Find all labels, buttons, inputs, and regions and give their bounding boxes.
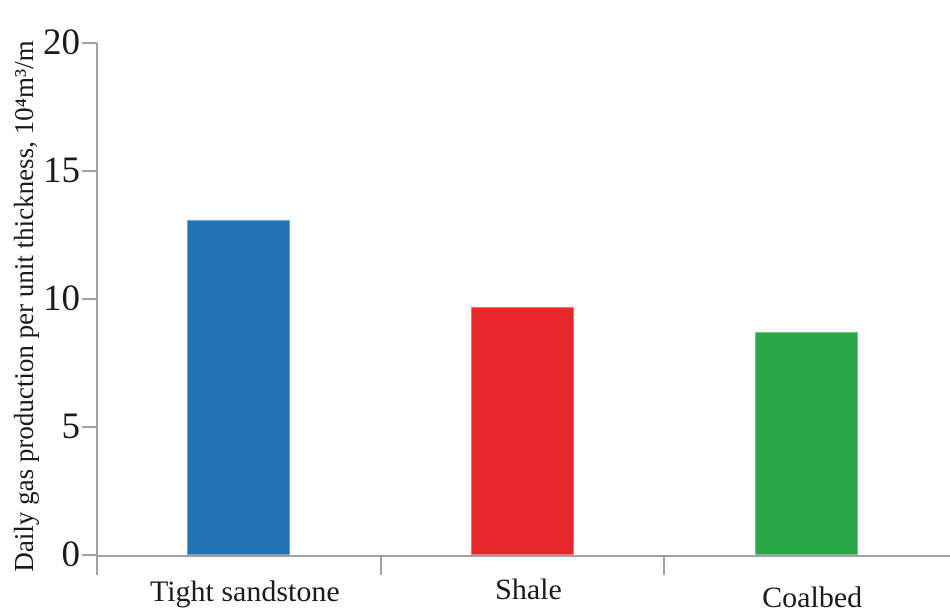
x-tick-mark	[379, 557, 382, 575]
bar-tight-sandstone	[187, 219, 291, 555]
y-tick-mark	[82, 554, 97, 556]
y-tick-mark	[82, 298, 97, 300]
bar-coalbed	[754, 332, 858, 555]
x-category-label: Tight sandstone	[149, 575, 340, 608]
y-tick-mark	[82, 170, 97, 172]
y-tick-label: 15	[43, 150, 80, 191]
y-tick-label: 5	[61, 406, 81, 447]
x-tick-mark	[663, 557, 666, 575]
x-axis-line	[96, 555, 950, 557]
x-category-label: Shale	[495, 573, 562, 606]
x-category-label: Coalbed	[762, 581, 863, 612]
y-tick-label: 20	[43, 22, 80, 63]
y-tick-label: 0	[61, 534, 81, 575]
y-tick-mark	[82, 42, 97, 44]
bar-shale	[471, 306, 574, 555]
y-axis-line	[96, 43, 98, 557]
y-tick-mark	[82, 426, 97, 428]
x-tick-mark	[96, 557, 98, 575]
y-tick-label: 10	[43, 278, 80, 319]
